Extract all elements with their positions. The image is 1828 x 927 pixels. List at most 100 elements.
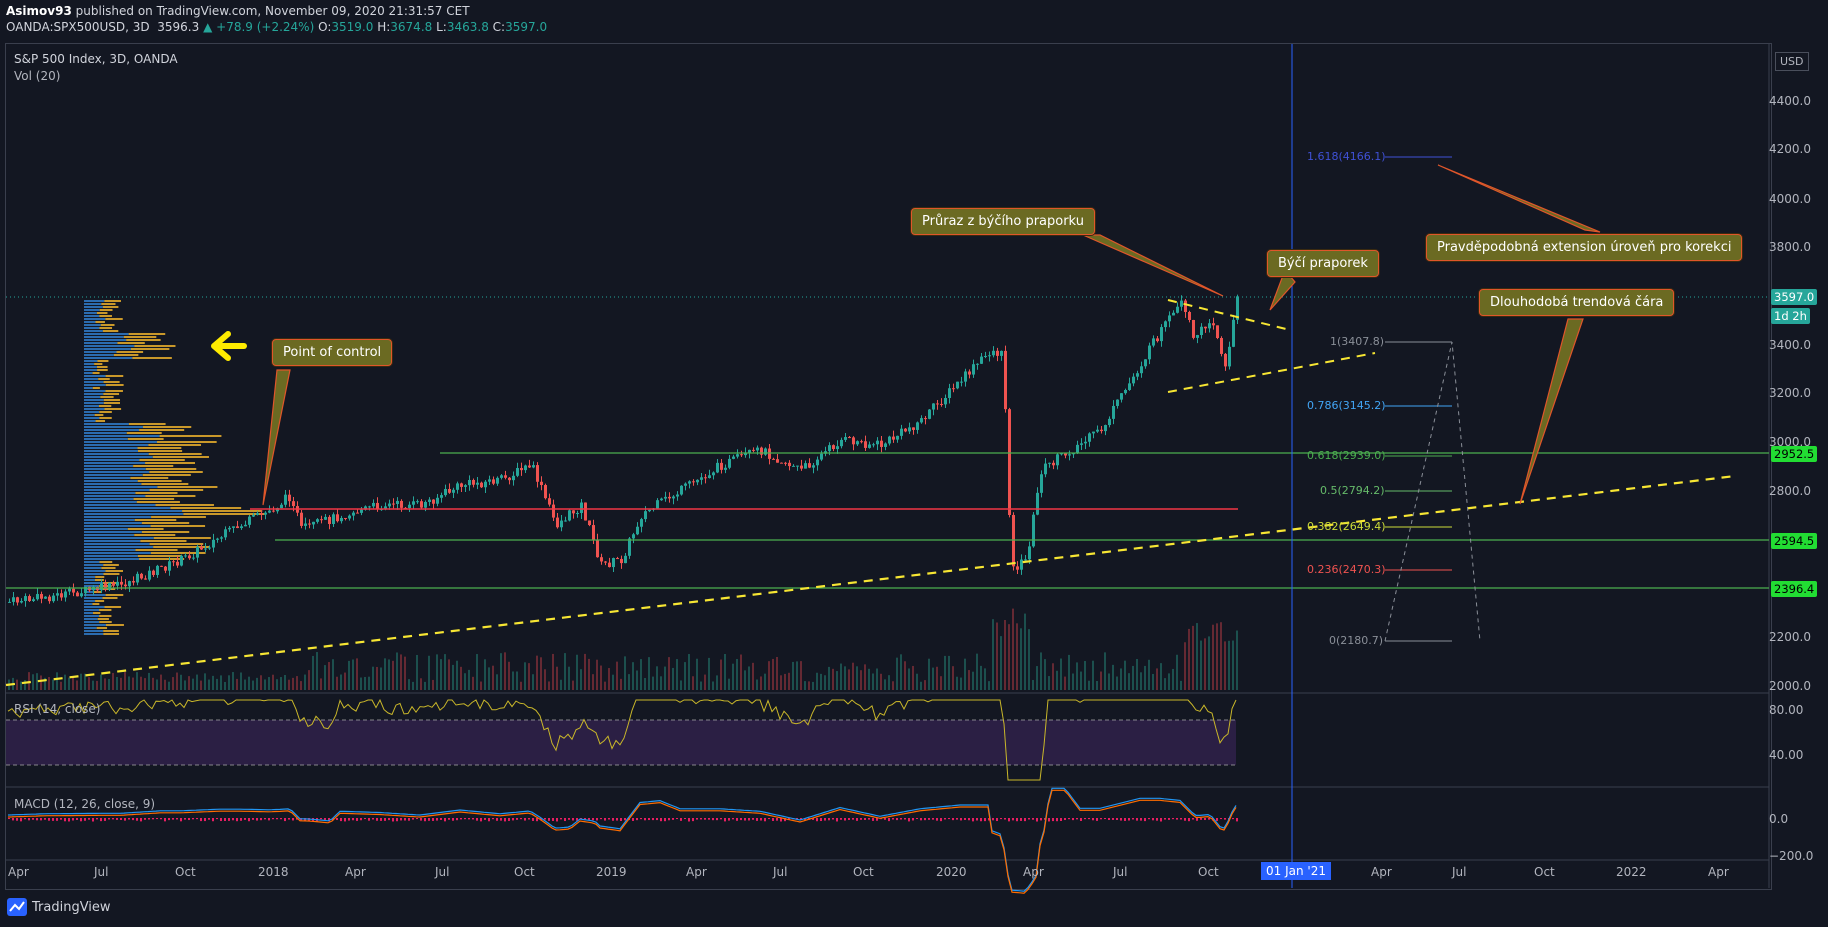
macd-hist-bar — [688, 818, 690, 822]
candle-body — [536, 465, 539, 482]
volume-legend[interactable]: Vol (20) — [14, 69, 61, 83]
profile-bar-up — [84, 309, 100, 311]
profile-bar-down — [92, 612, 101, 614]
profile-bar-up — [84, 447, 138, 449]
candle-body — [512, 475, 515, 481]
macd-hist-bar — [840, 818, 842, 820]
volume-bar — [688, 654, 690, 690]
volume-bar — [260, 675, 262, 690]
macd-hist-bar — [1120, 818, 1122, 821]
macd-hist-bar — [604, 818, 606, 821]
profile-bar-up — [84, 633, 104, 635]
macd-hist-bar — [1232, 818, 1234, 820]
chart-frame[interactable] — [5, 43, 1772, 890]
candle-body — [816, 459, 819, 466]
candle-body — [60, 593, 63, 598]
volume-bar — [600, 665, 602, 690]
candle-body — [176, 561, 179, 566]
volume-bar — [1204, 638, 1206, 690]
macd-hist-bar — [468, 818, 470, 820]
macd-hist-bar — [464, 818, 466, 820]
profile-bar-up — [84, 540, 141, 542]
volume-bar — [1136, 658, 1138, 690]
volume-bar — [820, 673, 822, 690]
note-breakout[interactable]: Průraz z býčího praporku — [911, 208, 1095, 235]
volume-bar — [188, 676, 190, 690]
macd-hist-bar — [920, 818, 922, 821]
profile-bar-up — [84, 438, 128, 440]
macd-hist-bar — [364, 818, 366, 820]
macd-hist-bar — [156, 818, 158, 820]
profile-bar-down — [137, 447, 182, 449]
profile-bar-up — [84, 402, 104, 404]
macd-hist-bar — [1032, 818, 1034, 820]
volume-bar — [1056, 670, 1058, 690]
profile-bar-up — [84, 570, 106, 572]
candle-body — [632, 534, 635, 539]
macd-hist-bar — [1048, 818, 1050, 822]
macd-hist-bar — [1144, 818, 1146, 822]
macd-hist-bar — [480, 818, 482, 822]
macd-hist-bar — [536, 818, 538, 822]
macd-hist-bar — [788, 818, 790, 820]
note-point-of-control[interactable]: Point of control — [272, 339, 393, 366]
volume-bar — [676, 659, 678, 690]
profile-bar-up — [84, 366, 97, 368]
volume-bar — [660, 676, 662, 690]
volume-bar — [184, 680, 186, 690]
macd-hist-bar — [128, 818, 130, 820]
macd-hist-bar — [160, 818, 162, 820]
profile-bar-down — [183, 513, 265, 515]
candle-body — [1156, 338, 1159, 342]
candle-body — [1132, 376, 1135, 384]
macd-hist-bar — [552, 818, 554, 821]
candle-body — [504, 475, 507, 478]
volume-bar — [700, 681, 702, 690]
profile-bar-down — [152, 456, 209, 458]
candle-body — [812, 465, 815, 468]
author-name[interactable]: Asimov93 — [6, 4, 72, 18]
macd-hist-bar — [1124, 818, 1126, 821]
candle-body — [1184, 300, 1187, 312]
candle-body — [472, 479, 475, 485]
profile-bar-up — [84, 534, 135, 536]
profile-bar-up — [84, 621, 100, 623]
pane-title[interactable]: S&P 500 Index, 3D, OANDA — [14, 52, 178, 66]
volume-bar — [824, 675, 826, 690]
volume-bar — [420, 678, 422, 690]
candle-body — [660, 498, 663, 501]
macd-hist-bar — [968, 818, 970, 821]
profile-bar-up — [84, 567, 102, 569]
candle-body — [388, 503, 391, 507]
profile-bar-down — [153, 537, 211, 539]
candle-body — [1084, 441, 1087, 444]
profile-bar-down — [99, 405, 112, 407]
volume-bar — [392, 660, 394, 690]
profile-bar-down — [103, 402, 120, 404]
macd-hist-bar — [944, 818, 946, 820]
volume-bar — [492, 665, 494, 690]
profile-bar-down — [116, 351, 144, 353]
volume-bar — [296, 676, 298, 690]
note-extension-level[interactable]: Pravděpodobná extension úroveň pro korek… — [1426, 234, 1743, 261]
volume-bar — [464, 673, 466, 690]
profile-bar-down — [123, 336, 157, 338]
profile-bar-down — [102, 330, 119, 332]
currency-label[interactable]: USD — [1775, 52, 1809, 71]
rsi-legend[interactable]: RSI (14, close) — [14, 702, 101, 716]
candle-body — [772, 458, 775, 460]
candle-body — [836, 446, 839, 450]
volume-bar — [728, 678, 730, 690]
macd-legend[interactable]: MACD (12, 26, close, 9) — [14, 797, 156, 811]
note-bull-flag[interactable]: Býčí praporek — [1267, 250, 1379, 277]
candle-body — [968, 371, 971, 375]
macd-hist-bar — [392, 818, 394, 822]
tradingview-logo[interactable]: TradingView — [7, 898, 111, 916]
candle-body — [912, 427, 915, 430]
volume-bar — [804, 681, 806, 690]
macd-hist-bar — [448, 818, 450, 820]
profile-bar-up — [84, 573, 104, 575]
note-long-term-trendline[interactable]: Dlouhodobá trendová čára — [1479, 289, 1675, 316]
candle-body — [468, 479, 471, 486]
